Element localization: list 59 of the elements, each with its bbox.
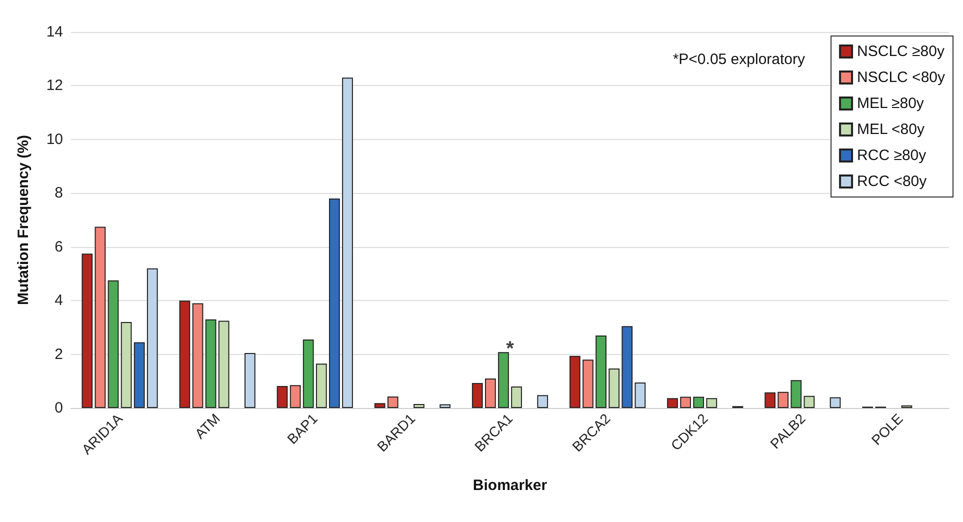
bar [582, 360, 594, 408]
bar [498, 352, 509, 408]
bar [634, 382, 646, 408]
bar [316, 364, 327, 408]
y-tick-label: 2 [54, 346, 63, 363]
bar [179, 300, 190, 408]
bar [342, 78, 353, 408]
bar [134, 342, 145, 408]
y-tick-label: 10 [46, 130, 63, 148]
bar [387, 396, 398, 408]
bar [680, 396, 691, 408]
bar [82, 254, 93, 408]
bar [596, 335, 606, 408]
legend-label: RCC <80y [857, 173, 928, 190]
bar [537, 395, 548, 408]
y-tick-label: 8 [54, 184, 63, 202]
bar [622, 326, 633, 408]
bar [290, 385, 301, 408]
legend-label: MEL ≥80y [857, 95, 924, 112]
bar [440, 404, 450, 408]
annotation: * [506, 338, 514, 360]
bar [205, 319, 216, 408]
bar [570, 356, 580, 408]
legend-label: RCC ≥80y [857, 147, 927, 164]
bar [790, 380, 802, 408]
bar [218, 320, 230, 408]
bar [146, 268, 158, 408]
bar [693, 396, 704, 408]
x-axis-title: Biomarker [472, 477, 548, 494]
bar [778, 392, 789, 408]
bar [94, 226, 106, 408]
bar [608, 368, 620, 408]
legend-label: NSCLC ≥80y [857, 43, 945, 60]
bar [329, 198, 340, 408]
y-tick-label: 14 [46, 24, 63, 40]
bar [804, 396, 815, 408]
bar [414, 404, 424, 408]
y-tick-label: 4 [54, 292, 63, 310]
bar [192, 303, 204, 408]
y-tick-label: 12 [46, 77, 63, 94]
bar [120, 322, 132, 408]
bar [276, 386, 288, 408]
bar [374, 403, 386, 408]
legend-label: MEL <80y [857, 121, 925, 138]
bar [706, 398, 718, 408]
bar [472, 383, 483, 408]
bar [108, 280, 119, 408]
legend-label: NSCLC <80y [857, 69, 946, 86]
y-axis-title: Mutation Frequency (%) [15, 134, 32, 306]
y-tick-label: 0 [54, 400, 63, 416]
bar [511, 386, 522, 408]
y-tick-label: 6 [54, 238, 63, 256]
bar [667, 398, 678, 408]
bar [485, 378, 496, 408]
bar [302, 340, 314, 408]
bar [830, 397, 841, 408]
bar [244, 352, 256, 408]
bar [764, 392, 776, 408]
annotation: *P<0.05 exploratory [672, 51, 806, 68]
